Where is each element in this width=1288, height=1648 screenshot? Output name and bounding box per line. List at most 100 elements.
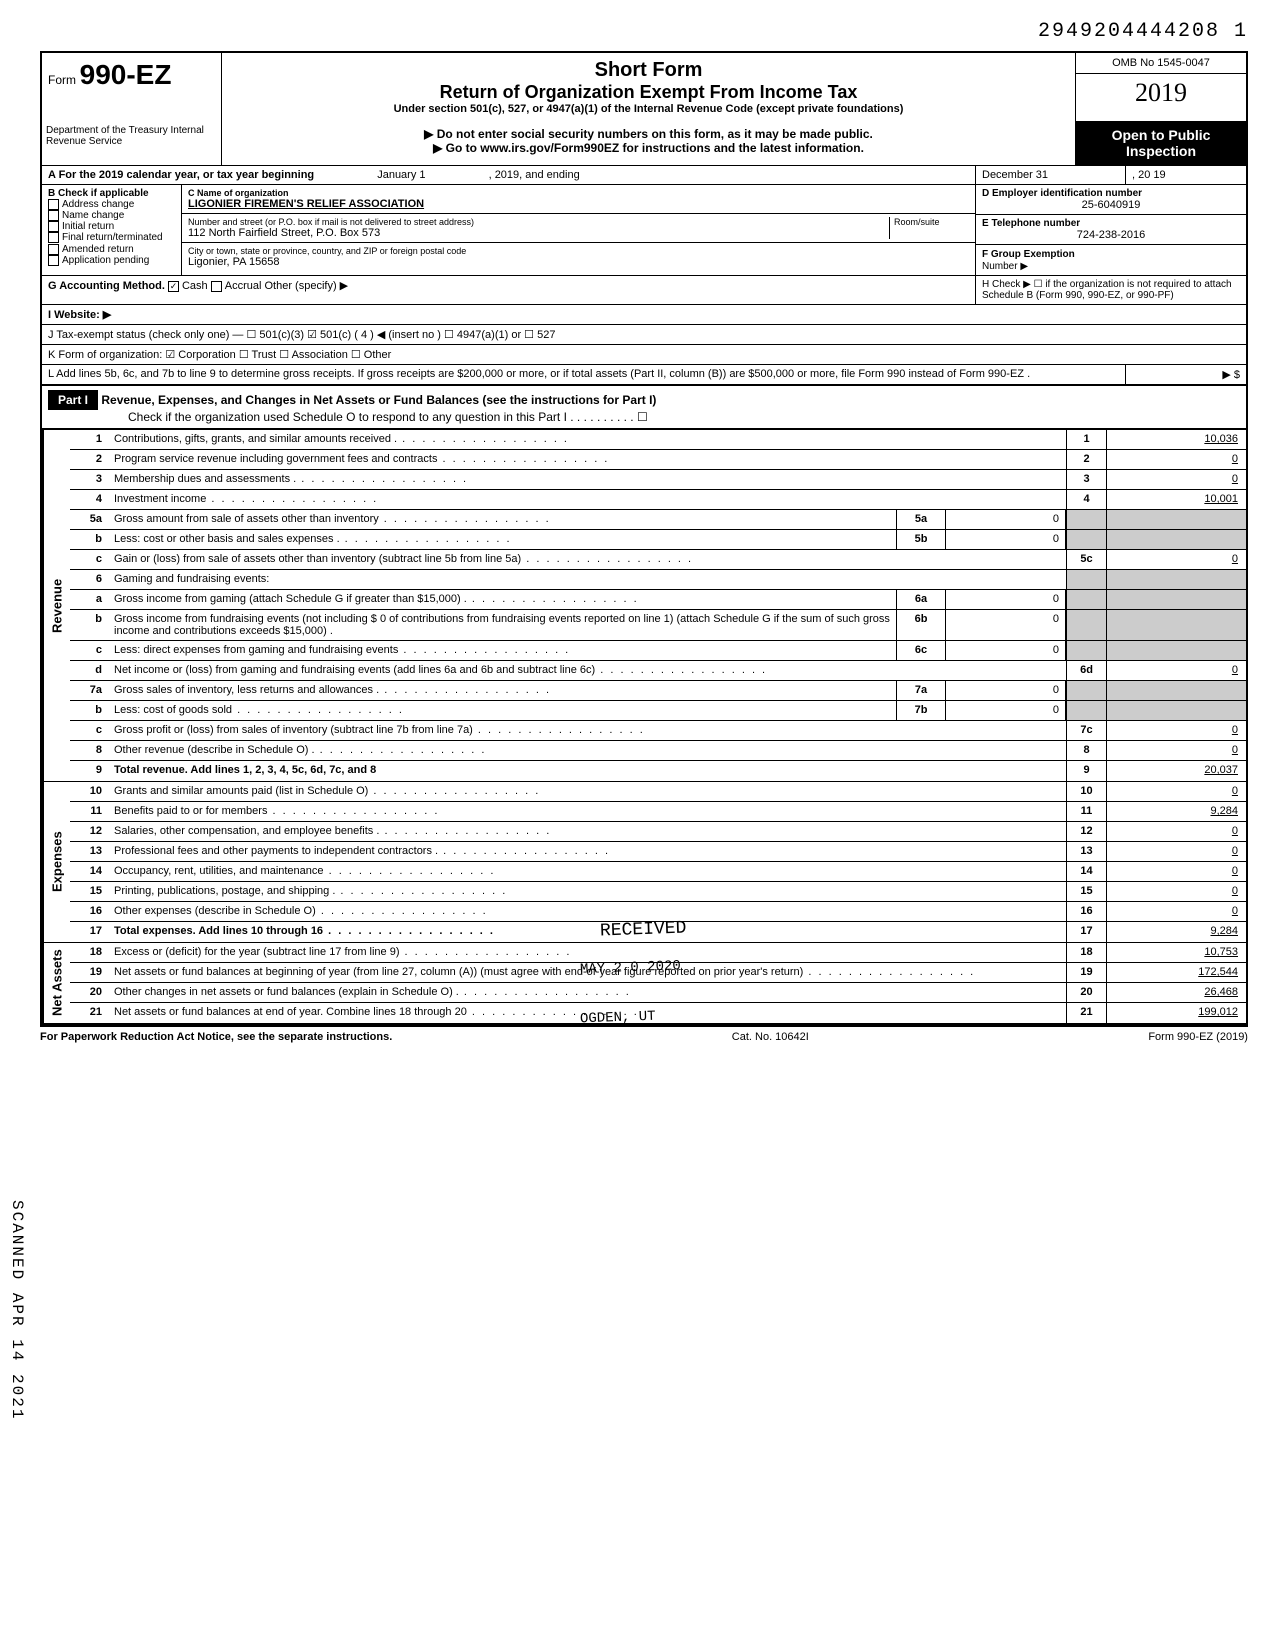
line9-num: 9 <box>1066 761 1106 781</box>
cb-name-change[interactable] <box>48 210 59 221</box>
short-form-label: Short Form <box>228 59 1069 82</box>
cb-address-label: Address change <box>62 199 134 210</box>
line6d-val: 0 <box>1106 661 1246 680</box>
page-footer: For Paperwork Reduction Act Notice, see … <box>40 1025 1248 1047</box>
line5a-num: 5a <box>896 510 946 529</box>
line6b-num: 6b <box>896 610 946 640</box>
line6c-desc: Less: direct expenses from gaming and fu… <box>110 641 896 660</box>
line7b-num: 7b <box>896 701 946 720</box>
line2-num: 2 <box>1066 450 1106 469</box>
line13-val: 0 <box>1106 842 1246 861</box>
line10-val: 0 <box>1106 782 1246 801</box>
goto-url: ▶ Go to www.irs.gov/Form990EZ for instru… <box>228 141 1069 155</box>
inspection-label: Inspection <box>1082 143 1240 159</box>
ein-value: 25-6040919 <box>982 199 1240 211</box>
accrual-label: Accrual <box>225 280 262 292</box>
ssn-warning: ▶ Do not enter social security numbers o… <box>228 127 1069 141</box>
cb-pending[interactable] <box>48 255 59 266</box>
form-subtitle: Under section 501(c), 527, or 4947(a)(1)… <box>228 103 1069 115</box>
line7c-num: 7c <box>1066 721 1106 740</box>
line6d-desc: Net income or (loss) from gaming and fun… <box>110 661 1066 680</box>
line16-num: 16 <box>1066 902 1106 921</box>
form-number: 990-EZ <box>80 59 172 90</box>
footer-right: Form 990-EZ (2019) <box>1148 1031 1248 1043</box>
line16-val: 0 <box>1106 902 1246 921</box>
line11-val: 9,284 <box>1106 802 1246 821</box>
line18-num: 18 <box>1066 943 1106 962</box>
block-b-label: B Check if applicable <box>48 188 175 199</box>
line15-desc: Printing, publications, postage, and shi… <box>110 882 1066 901</box>
line-i-label: I Website: ▶ <box>42 305 1246 324</box>
cb-accrual[interactable] <box>211 281 222 292</box>
org-city: Ligonier, PA 15658 <box>188 256 969 268</box>
phone-value: 724-238-2016 <box>982 229 1240 241</box>
line6c-num: 6c <box>896 641 946 660</box>
line18-val: 10,753 <box>1106 943 1246 962</box>
line3-num: 3 <box>1066 470 1106 489</box>
cb-address-change[interactable] <box>48 199 59 210</box>
line10-num: 10 <box>1066 782 1106 801</box>
line12-desc: Salaries, other compensation, and employ… <box>110 822 1066 841</box>
line13-desc: Professional fees and other payments to … <box>110 842 1066 861</box>
netassets-side-label: Net Assets <box>42 943 70 1023</box>
line3-val: 0 <box>1106 470 1246 489</box>
line6c-val: 0 <box>946 641 1066 660</box>
omb-number: OMB No 1545-0047 <box>1076 53 1246 74</box>
line-l-arrow: ▶ $ <box>1126 365 1246 384</box>
line11-desc: Benefits paid to or for members <box>110 802 1066 821</box>
line12-val: 0 <box>1106 822 1246 841</box>
line20-desc: Other changes in net assets or fund bala… <box>110 983 1066 1002</box>
period-mid: , 2019, and ending <box>489 169 580 181</box>
line14-num: 14 <box>1066 862 1106 881</box>
cb-cash[interactable]: ✓ <box>168 281 179 292</box>
period-end: December 31 <box>982 169 1048 181</box>
org-name: LIGONIER FIREMEN'S RELIEF ASSOCIATION <box>188 198 969 210</box>
stamp-location: OGDEN, UT <box>580 1009 656 1028</box>
line2-val: 0 <box>1106 450 1246 469</box>
part1-badge: Part I <box>48 390 98 410</box>
line-j-label: J Tax-exempt status (check only one) — ☐… <box>42 325 1246 344</box>
line7a-val: 0 <box>946 681 1066 700</box>
line5b-num: 5b <box>896 530 946 549</box>
line20-num: 20 <box>1066 983 1106 1002</box>
line4-num: 4 <box>1066 490 1106 509</box>
line4-val: 10,001 <box>1106 490 1246 509</box>
line13-num: 13 <box>1066 842 1106 861</box>
line8-val: 0 <box>1106 741 1246 760</box>
line7b-desc: Less: cost of goods sold <box>110 701 896 720</box>
expenses-side-label: Expenses <box>42 782 70 942</box>
cb-initial[interactable] <box>48 221 59 232</box>
line15-num: 15 <box>1066 882 1106 901</box>
cb-initial-label: Initial return <box>62 221 114 232</box>
dept-label: Department of the Treasury Internal Reve… <box>42 121 222 165</box>
open-public: Open to Public <box>1082 127 1240 143</box>
line14-desc: Occupancy, rent, utilities, and maintena… <box>110 862 1066 881</box>
cb-final-label: Final return/terminated <box>62 233 163 244</box>
cb-name-label: Name change <box>62 210 124 221</box>
line12-num: 12 <box>1066 822 1106 841</box>
phone-label: E Telephone number <box>982 218 1240 229</box>
period-begin: January 1 <box>377 169 425 181</box>
form-header: Form 990-EZ Short Form Return of Organiz… <box>40 51 1248 121</box>
line9-val: 20,037 <box>1106 761 1246 781</box>
cb-final[interactable] <box>48 232 59 243</box>
block-c-label: C Name of organization <box>188 188 969 198</box>
group-exempt-label: F Group Exemption <box>982 249 1075 260</box>
line21-val: 199,012 <box>1106 1003 1246 1023</box>
tax-year: 2019 <box>1076 74 1246 112</box>
line10-desc: Grants and similar amounts paid (list in… <box>110 782 1066 801</box>
line1-val: 10,036 <box>1106 430 1246 449</box>
cb-amended[interactable] <box>48 244 59 255</box>
line20-val: 26,468 <box>1106 983 1246 1002</box>
entity-info-block: A For the 2019 calendar year, or tax yea… <box>40 165 1248 386</box>
line7a-desc: Gross sales of inventory, less returns a… <box>110 681 896 700</box>
line2-desc: Program service revenue including govern… <box>110 450 1066 469</box>
line7c-desc: Gross profit or (loss) from sales of inv… <box>110 721 1066 740</box>
line-g-label: G Accounting Method. <box>48 280 165 292</box>
line-h-label: H Check ▶ ☐ if the organization is not r… <box>982 279 1240 301</box>
footer-center: Cat. No. 10642I <box>732 1031 809 1043</box>
line19-num: 19 <box>1066 963 1106 982</box>
part1-header-row: Part I Revenue, Expenses, and Changes in… <box>40 386 1248 430</box>
line7a-num: 7a <box>896 681 946 700</box>
line1-num: 1 <box>1066 430 1106 449</box>
